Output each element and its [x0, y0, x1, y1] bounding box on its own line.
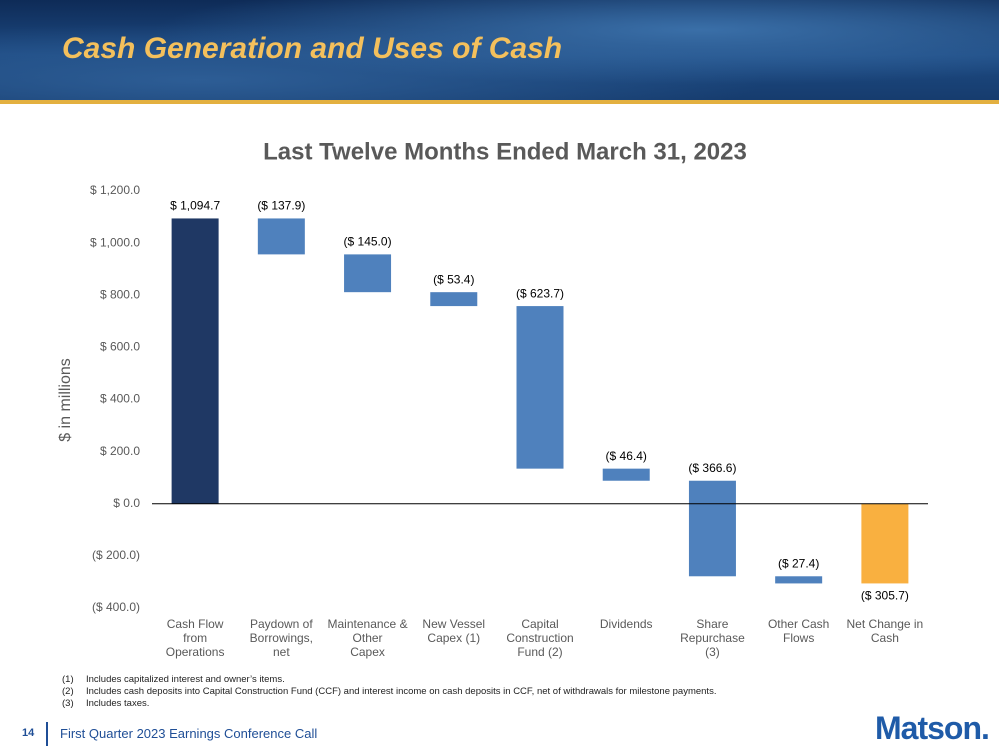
footnote-text: Includes cash deposits into Capital Cons… — [86, 686, 717, 697]
page-number: 14 — [22, 727, 35, 739]
header-stripe — [0, 100, 999, 104]
bar — [602, 468, 650, 481]
data-label: ($ 46.4) — [606, 449, 647, 463]
x-tick-label: Dividends — [599, 617, 653, 631]
bar — [775, 576, 823, 584]
footnote-text: Includes capitalized interest and owner’… — [86, 674, 285, 685]
data-label: $ 1,094.7 — [170, 199, 220, 213]
footnote: (1) Includes capitalized interest and own… — [62, 674, 716, 686]
footer-divider — [46, 722, 48, 746]
y-tick-label: $ 200.0 — [100, 444, 140, 458]
data-label: ($ 366.6) — [688, 461, 736, 475]
bar — [344, 254, 392, 293]
data-label: ($ 53.4) — [433, 272, 474, 286]
x-tick-label: New Vessel Capex (1) — [422, 617, 486, 645]
logo: Matson. — [875, 710, 990, 746]
footnote-marker: (1) — [62, 674, 74, 685]
x-tick-label: Net Change in Cash — [846, 617, 924, 645]
y-tick-label: $ 800.0 — [100, 287, 140, 301]
x-tick-label: Other Cash Flows — [767, 617, 830, 645]
bar — [171, 218, 219, 504]
footnote: (2) Includes cash deposits into Capital C… — [62, 686, 716, 698]
data-label: ($ 145.0) — [344, 235, 392, 249]
y-tick-label: ($ 200.0) — [92, 548, 140, 562]
x-tick-label: Maintenance & Other Capex — [327, 617, 408, 659]
x-tick-label: Share Repurchase (3) — [680, 617, 745, 659]
footnotes: (1) Includes capitalized interest and own… — [62, 674, 716, 710]
bar — [688, 480, 736, 577]
bar — [516, 306, 564, 469]
bar — [257, 218, 305, 255]
header-banner — [0, 0, 999, 100]
data-label: ($ 137.9) — [257, 199, 305, 213]
slide-title: Cash Generation and Uses of Cash — [62, 32, 563, 65]
footnote-marker: (2) — [62, 686, 74, 697]
data-label: ($ 623.7) — [516, 286, 564, 300]
chart-title: Last Twelve Months Ended March 31, 2023 — [263, 138, 747, 165]
y-tick-label: $ 1,000.0 — [90, 235, 140, 249]
data-label: ($ 27.4) — [778, 556, 819, 570]
y-tick-label: $ 600.0 — [100, 340, 140, 354]
data-label: ($ 305.7) — [861, 589, 909, 603]
footer-text: First Quarter 2023 Earnings Conference C… — [60, 726, 318, 741]
y-tick-label: $ 1,200.0 — [90, 183, 140, 197]
x-tick-label: Capital Construction Fund (2) — [506, 617, 574, 659]
bar — [430, 292, 478, 307]
y-tick-label: $ 400.0 — [100, 392, 140, 406]
y-axis-label: $ in millions — [57, 358, 74, 442]
footnote: (3) Includes taxes. — [62, 698, 716, 710]
bar — [861, 503, 909, 584]
y-tick-label: ($ 400.0) — [92, 600, 140, 614]
x-tick-label: Paydown of Borrowings, net — [249, 617, 313, 659]
x-tick-label: Cash Flow from Operations — [165, 617, 225, 659]
footnote-text: Includes taxes. — [86, 698, 150, 709]
footnote-marker: (3) — [62, 698, 74, 709]
y-tick-label: $ 0.0 — [113, 496, 140, 510]
